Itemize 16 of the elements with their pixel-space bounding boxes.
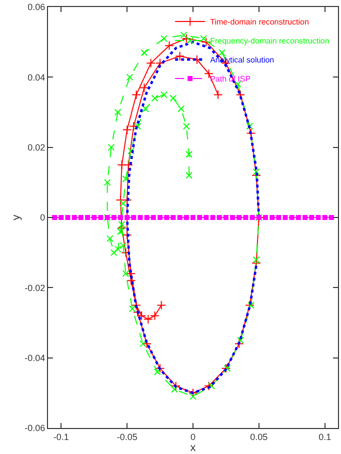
- y-tick-label: -0.06: [24, 423, 46, 434]
- legend-label: Time-domain reconstruction: [210, 18, 309, 27]
- x-axis-title: x: [190, 442, 196, 454]
- y-tick-label: 0.06: [28, 2, 46, 12]
- y-axis-title: y: [10, 214, 22, 220]
- legend-label: Frequency-domain reconstruction: [210, 36, 330, 46]
- x-tick-label: 0.1: [318, 432, 332, 442]
- x-tick-label: 0.05: [250, 432, 268, 442]
- x-tick-label: -0.05: [116, 432, 138, 442]
- y-tick-label: 0.04: [28, 72, 46, 82]
- y-tick-label: -0.02: [24, 282, 46, 293]
- x-tick-label: -0.1: [53, 432, 69, 442]
- y-tick-label: 0.02: [28, 142, 46, 152]
- y-tick-label: 0: [40, 212, 46, 223]
- y-tick-label: -0.04: [24, 352, 46, 363]
- x-tick-label: 0: [190, 432, 196, 442]
